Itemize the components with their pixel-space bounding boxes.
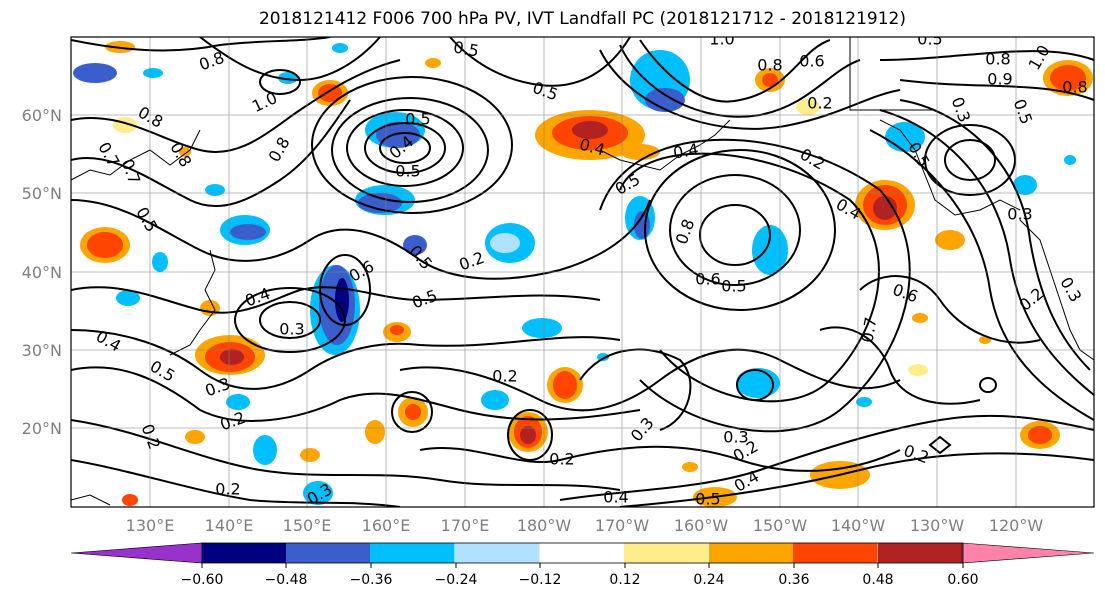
colorbar-segment: [624, 543, 709, 563]
contour-label: 0.2: [549, 450, 574, 469]
colorbar-tick-label: 0.12: [609, 572, 640, 588]
lat-label: 40°N: [22, 263, 62, 282]
lat-label: 20°N: [22, 419, 62, 438]
colorbar-tick-label: −0.12: [519, 572, 562, 588]
contour-label: 0.5: [452, 37, 480, 60]
contour-label: 0.3: [1007, 205, 1032, 224]
contour-label: 0.2: [807, 94, 832, 113]
colorbar-segment: [286, 543, 371, 563]
lat-label: 30°N: [22, 341, 62, 360]
map-frame: [70, 36, 1095, 508]
lon-label: 130°W: [910, 516, 965, 535]
contour-label: 0.4: [672, 139, 700, 162]
longitude-axis: 130°E 140°E 150°E 160°E 170°E 180°W 170°W 160°W…: [126, 516, 1044, 535]
colorbar-extend-max: [961, 542, 1095, 564]
colorbar-tick-label: −0.60: [181, 572, 224, 588]
gridlines: [71, 37, 1094, 507]
contour-label: 0.6: [695, 270, 720, 289]
contour-label: 0.5: [395, 162, 420, 181]
contour-label: 0.9: [987, 70, 1012, 89]
contour-label: 1.0: [709, 30, 734, 49]
contour-label: 0.3: [723, 428, 748, 447]
colorbar-segment: [709, 543, 794, 563]
lat-label: 50°N: [22, 184, 62, 203]
colorbar-segment: [370, 543, 455, 563]
colorbar-segment: [202, 543, 287, 563]
contour-label: 0.8: [757, 56, 782, 75]
colorbar-tick-label: −0.24: [435, 572, 478, 588]
contour-label: 0.2: [215, 480, 240, 499]
colorbar-tick-label: 0.24: [693, 572, 724, 588]
contour-label: 0.8: [985, 50, 1010, 69]
colorbar-tick-label: 0.36: [778, 572, 809, 588]
contour-label: 0.3: [279, 320, 304, 339]
contour-label: 0.5: [721, 277, 746, 296]
lon-label: 140°W: [831, 516, 886, 535]
lon-label: 150°E: [283, 516, 332, 535]
colorbar-tick-label: 0.48: [862, 572, 893, 588]
lat-label: 60°N: [22, 106, 62, 125]
colorbar-frame: [201, 542, 964, 564]
lon-label: 120°W: [989, 516, 1044, 535]
contour-label: 0.5: [405, 110, 430, 129]
contour-label: 0.5: [917, 30, 942, 49]
colorbar-tick-label: −0.48: [265, 572, 308, 588]
contour-label: 0.6: [799, 52, 824, 71]
colorbar-tick-label: 0.60: [947, 572, 978, 588]
coastlines: [71, 37, 1094, 506]
lon-label: 180°W: [517, 516, 572, 535]
lon-label: 170°W: [595, 516, 650, 535]
lon-label: 160°W: [674, 516, 729, 535]
contour-label: 0.5: [695, 490, 720, 509]
colorbar-segment: [793, 543, 878, 563]
lon-label: 170°E: [441, 516, 490, 535]
pv-contours: [71, 37, 1094, 507]
colorbar-segment: [455, 543, 540, 563]
map-title: 2018121412 F006 700 hPa PV, IVT Landfall…: [258, 9, 906, 29]
lon-label: 150°W: [753, 516, 808, 535]
lon-label: 140°E: [205, 516, 254, 535]
colorbar-tick-label: −0.36: [350, 572, 393, 588]
latitude-axis: 60°N 50°N 40°N 30°N 20°N: [22, 106, 62, 438]
contour-label: 0.2: [492, 367, 517, 386]
lon-label: 160°E: [362, 516, 411, 535]
contour-label: 0.4: [603, 488, 628, 507]
colorbar-segment: [540, 543, 625, 563]
lon-label: 130°E: [126, 516, 175, 535]
contour-label: 0.8: [1062, 78, 1087, 97]
colorbar-extend-min: [70, 542, 203, 564]
contour-label: 0.7: [857, 316, 880, 344]
colorbar-segment: [878, 543, 963, 563]
colorbar: −0.60 −0.48 −0.36 −0.24 −0.12 0.12 0.24 0.36 0.4…: [70, 542, 1095, 588]
